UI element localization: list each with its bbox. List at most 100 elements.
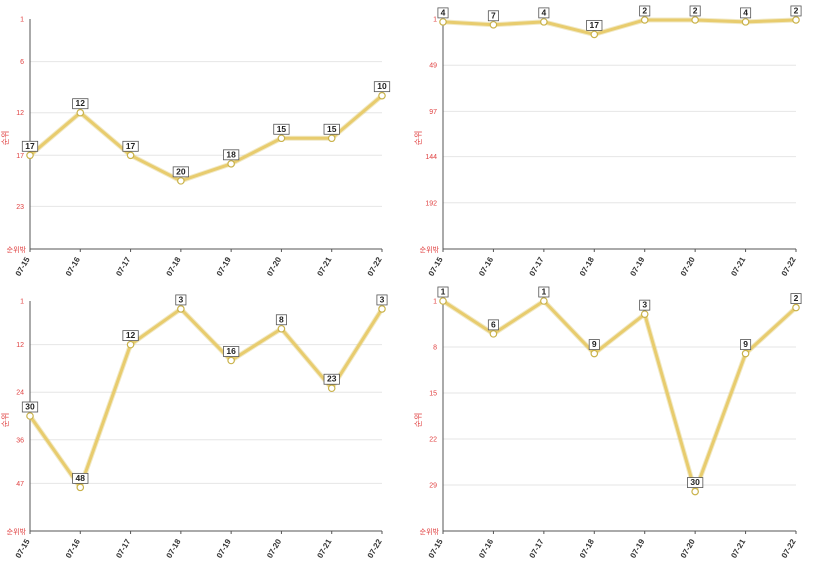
x-tick-label: 07-22 bbox=[366, 255, 384, 278]
data-label: 2 bbox=[794, 5, 799, 15]
data-label-box bbox=[790, 293, 802, 304]
data-point bbox=[177, 177, 185, 185]
data-label: 17 bbox=[25, 141, 35, 151]
y-tick-label: 22 bbox=[429, 437, 437, 444]
data-point bbox=[126, 151, 135, 160]
data-label: 2 bbox=[794, 293, 799, 303]
data-point bbox=[792, 303, 800, 312]
x-tick-label: 07-18 bbox=[165, 537, 183, 560]
data-label-box bbox=[21, 140, 39, 152]
x-tick-label: 07-20 bbox=[679, 537, 697, 560]
y-tick-label: 47 bbox=[16, 481, 24, 488]
x-tick-label: 07-18 bbox=[578, 537, 596, 560]
data-label-box bbox=[487, 10, 499, 22]
out-of-rank-label: 순위밖 bbox=[7, 527, 27, 536]
data-point bbox=[439, 18, 447, 26]
data-point bbox=[741, 349, 750, 358]
x-tick-label: 07-20 bbox=[679, 255, 697, 278]
data-point bbox=[26, 151, 34, 160]
data-label: 10 bbox=[377, 81, 387, 91]
y-tick-label: 49 bbox=[429, 63, 437, 70]
x-tick-label: 07-21 bbox=[729, 255, 747, 278]
data-label: 9 bbox=[592, 339, 597, 349]
data-label-box bbox=[223, 346, 240, 357]
data-label: 4 bbox=[541, 7, 546, 17]
data-point bbox=[327, 134, 336, 143]
series-line bbox=[29, 94, 383, 183]
data-label-box bbox=[376, 294, 388, 306]
data-label-box bbox=[275, 314, 287, 326]
data-label: 17 bbox=[590, 20, 600, 30]
data-point bbox=[792, 16, 800, 24]
data-label-box bbox=[273, 123, 290, 135]
x-tick-label: 07-15 bbox=[14, 255, 32, 278]
data-label: 12 bbox=[76, 98, 86, 108]
x-tick-label: 07-21 bbox=[315, 255, 333, 278]
x-tick-label: 07-22 bbox=[780, 537, 798, 560]
y-axis-label: 순위 bbox=[414, 131, 423, 146]
y-tick-label: 12 bbox=[16, 342, 24, 349]
x-tick-label: 07-15 bbox=[14, 537, 32, 560]
y-tick-label: 192 bbox=[425, 200, 437, 207]
data-label: 15 bbox=[277, 124, 287, 134]
y-tick-label: 97 bbox=[429, 109, 437, 116]
series-line bbox=[28, 307, 384, 489]
data-label-box bbox=[588, 339, 600, 350]
data-point bbox=[378, 91, 386, 100]
data-label: 16 bbox=[226, 346, 236, 356]
y-tick-label: 24 bbox=[16, 390, 24, 397]
data-label-box bbox=[639, 299, 651, 311]
data-point bbox=[489, 20, 498, 29]
data-label-box bbox=[122, 330, 139, 342]
data-point bbox=[590, 349, 599, 358]
x-tick-label: 07-18 bbox=[578, 255, 596, 278]
data-label: 48 bbox=[76, 473, 86, 483]
data-label: 1 bbox=[441, 287, 446, 297]
data-label: 1 bbox=[541, 287, 546, 297]
x-tick-label: 07-22 bbox=[780, 255, 798, 278]
x-tick-label: 07-17 bbox=[114, 255, 132, 278]
data-point bbox=[439, 297, 447, 305]
data-point bbox=[741, 18, 750, 26]
data-label: 17 bbox=[126, 141, 136, 151]
y-tick-label: 29 bbox=[429, 483, 437, 490]
data-point bbox=[378, 305, 386, 313]
data-label-box bbox=[72, 98, 89, 110]
data-label: 7 bbox=[491, 10, 496, 20]
y-tick-label: 12 bbox=[16, 110, 24, 117]
data-point bbox=[540, 297, 548, 305]
data-label-box bbox=[689, 5, 701, 17]
y-tick-label: 1 bbox=[433, 299, 437, 306]
data-point bbox=[540, 18, 548, 26]
data-point bbox=[691, 487, 699, 496]
data-label-box bbox=[740, 339, 752, 350]
data-point bbox=[76, 483, 85, 492]
data-label: 8 bbox=[279, 314, 284, 324]
data-label-box bbox=[437, 7, 449, 19]
data-label: 18 bbox=[226, 149, 236, 159]
data-point bbox=[126, 340, 135, 349]
data-label-box bbox=[538, 7, 550, 19]
x-tick-label: 07-16 bbox=[64, 537, 82, 560]
y-tick-label: 1 bbox=[20, 299, 24, 306]
x-tick-label: 07-17 bbox=[528, 537, 546, 560]
data-label-box bbox=[790, 5, 802, 17]
x-tick-label: 07-21 bbox=[315, 537, 333, 560]
data-point bbox=[640, 310, 649, 318]
x-tick-label: 07-16 bbox=[477, 537, 495, 560]
y-tick-label: 1 bbox=[20, 17, 24, 24]
data-label-box bbox=[223, 149, 240, 161]
out-of-rank-label: 순위밖 bbox=[420, 245, 440, 254]
data-point bbox=[590, 30, 599, 39]
data-point bbox=[640, 16, 649, 24]
x-tick-label: 07-16 bbox=[64, 255, 82, 278]
y-tick-label: 144 bbox=[425, 154, 437, 161]
data-label-box bbox=[21, 401, 39, 413]
data-point bbox=[177, 305, 185, 313]
data-label: 2 bbox=[642, 5, 647, 15]
data-point bbox=[277, 134, 286, 143]
series-line bbox=[442, 18, 797, 36]
data-label: 30 bbox=[25, 402, 35, 412]
